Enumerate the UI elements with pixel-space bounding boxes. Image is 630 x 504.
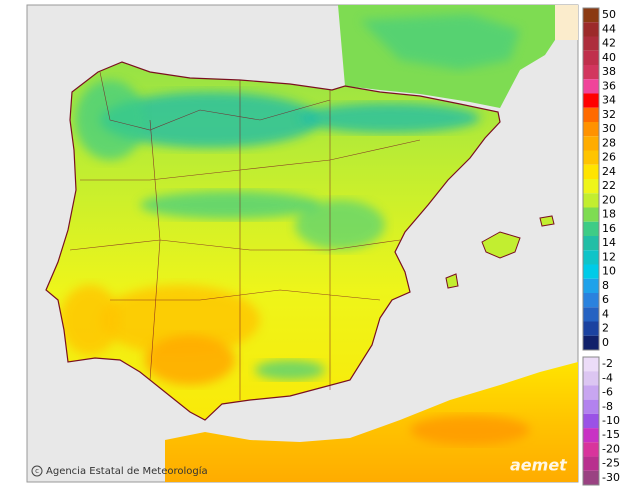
legend-border <box>582 356 600 486</box>
legend-label: -15 <box>602 428 620 441</box>
legend-swatch <box>583 193 599 208</box>
guadalquivir-hot <box>145 335 235 385</box>
legend-swatch <box>583 221 599 236</box>
legend-swatch <box>583 107 599 122</box>
legend-swatch <box>583 413 599 429</box>
legend-label: 50 <box>602 8 616 21</box>
legend-swatch <box>583 470 599 485</box>
legend-swatch <box>583 357 599 372</box>
france-highlands <box>360 14 520 70</box>
legend-label: 0 <box>602 336 609 349</box>
copyright-c: c <box>35 467 39 475</box>
legend-label: 42 <box>602 37 616 50</box>
menorca <box>539 215 555 227</box>
legend-label: -6 <box>602 386 613 399</box>
legend: 5044424038363432302826242220181614121086… <box>582 7 620 486</box>
sierra-nevada <box>255 360 325 380</box>
central-range <box>140 191 320 219</box>
legend-label: 8 <box>602 279 609 292</box>
legend-label: 34 <box>602 94 616 107</box>
logo: aemet <box>510 456 568 475</box>
legend-label: -4 <box>602 371 613 384</box>
boundaries <box>69 71 421 400</box>
legend-swatch <box>583 36 599 51</box>
legend-swatch <box>583 278 599 293</box>
ne-corner <box>555 5 578 40</box>
legend-swatch <box>583 399 599 414</box>
iberic-range <box>295 200 385 250</box>
legend-swatch <box>583 164 599 179</box>
south-warm <box>100 285 260 355</box>
legend-label: 22 <box>602 179 616 192</box>
legend-swatch <box>583 8 599 23</box>
legend-label: -20 <box>602 442 620 455</box>
pyrenees-cool <box>300 103 480 133</box>
legend-label: 24 <box>602 165 616 178</box>
copyright-icon <box>31 465 43 477</box>
legend-swatch <box>583 442 599 457</box>
legend-label: 10 <box>602 265 616 278</box>
legend-label: 38 <box>602 65 616 78</box>
legend-swatch <box>583 22 599 37</box>
north-cool <box>100 92 320 148</box>
legend-label: 30 <box>602 122 616 135</box>
legend-border <box>582 7 600 351</box>
legend-swatch <box>583 456 599 471</box>
legend-swatch <box>583 150 599 165</box>
legend-label: -2 <box>602 357 613 370</box>
legend-swatch <box>583 264 599 279</box>
legend-label: 16 <box>602 222 616 235</box>
legend-swatch <box>583 79 599 94</box>
legend-label: 28 <box>602 136 616 149</box>
legend-swatch <box>583 385 599 400</box>
legend-swatch <box>583 179 599 194</box>
legend-label: 36 <box>602 79 616 92</box>
legend-swatch <box>583 371 599 386</box>
legend-swatch <box>583 207 599 222</box>
legend-label: 26 <box>602 151 616 164</box>
legend-swatch <box>583 50 599 65</box>
legend-label: 20 <box>602 193 616 206</box>
mallorca <box>481 231 521 259</box>
portugal-warm <box>60 285 120 355</box>
legend-label: 40 <box>602 51 616 64</box>
legend-swatch <box>583 307 599 322</box>
ibiza <box>445 273 459 289</box>
legend-label: 44 <box>602 22 616 35</box>
legend-label: 6 <box>602 293 609 306</box>
legend-swatch <box>583 136 599 151</box>
legend-label: -10 <box>602 414 620 427</box>
legend-swatch <box>583 335 599 350</box>
legend-label: -25 <box>602 457 620 470</box>
africa-hot <box>410 415 530 445</box>
legend-swatch <box>583 321 599 336</box>
legend-swatch <box>583 65 599 80</box>
legend-swatch <box>583 293 599 308</box>
credit: Agencia Estatal de Meteorología <box>46 465 208 477</box>
legend-label: 32 <box>602 108 616 121</box>
legend-label: 12 <box>602 250 616 263</box>
legend-swatch <box>583 250 599 265</box>
legend-label: 14 <box>602 236 616 249</box>
legend-label: 2 <box>602 322 609 335</box>
legend-swatch <box>583 122 599 137</box>
legend-label: -8 <box>602 400 613 413</box>
africa <box>165 362 578 482</box>
legend-swatch <box>583 236 599 251</box>
legend-label: 4 <box>602 307 609 320</box>
legend-swatch <box>583 428 599 443</box>
legend-label: 18 <box>602 208 616 221</box>
legend-swatch <box>583 93 599 108</box>
legend-label: -30 <box>602 471 620 484</box>
